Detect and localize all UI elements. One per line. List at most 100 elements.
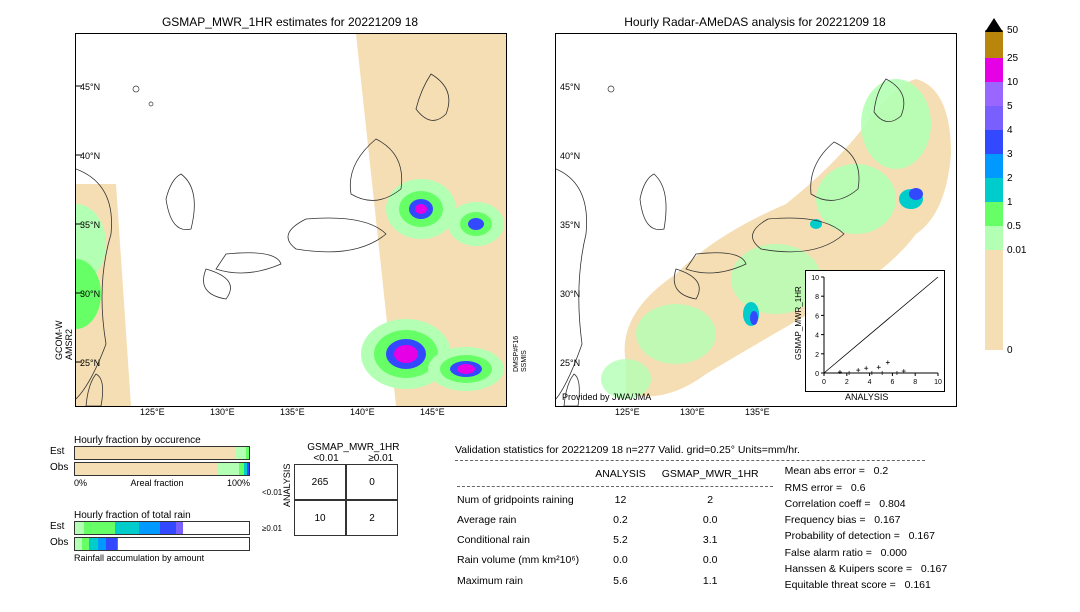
colorbar-seg — [985, 82, 1003, 106]
svg-text:40°N: 40°N — [560, 151, 580, 161]
svg-text:25°N: 25°N — [80, 358, 100, 368]
ct-cell-01: 0 — [346, 464, 398, 500]
colorbar-seg — [985, 226, 1003, 250]
bar-row: Obs — [50, 537, 250, 551]
svg-text:40°N: 40°N — [80, 151, 100, 161]
total-title: Hourly fraction of total rain — [74, 510, 250, 521]
ct-cell-00: 265 — [294, 464, 346, 500]
val-metric: RMS error = 0.6 — [785, 480, 948, 496]
right-map-title: Hourly Radar-AMeDAS analysis for 2022120… — [555, 15, 955, 29]
bar-segment — [75, 447, 235, 459]
val-row: Maximum rain5.61.1 — [457, 572, 773, 590]
occ-title: Hourly fraction by occurence — [74, 435, 250, 446]
bar-segment — [235, 447, 245, 459]
svg-text:4: 4 — [868, 379, 872, 386]
left-map-svg: 45°N 40°N 35°N 30°N 25°N — [76, 34, 506, 406]
bar-segment — [106, 538, 116, 550]
val-row: Conditional rain5.23.1 — [457, 531, 773, 549]
colorbar-label: 2 — [1007, 173, 1013, 184]
bar-track — [74, 462, 250, 476]
bar-row-label: Est — [50, 446, 74, 460]
scatter-plot: 00224466881010 — [806, 271, 944, 391]
colorbar-seg — [985, 250, 1003, 350]
colorbar: 502510543210.50.010 — [985, 30, 1003, 410]
bar-segment — [218, 463, 239, 475]
colorbar-seg — [985, 58, 1003, 82]
colorbar-seg — [985, 130, 1003, 154]
val-metric: False alarm ratio = 0.000 — [785, 545, 948, 561]
bar-segment — [89, 538, 98, 550]
svg-text:6: 6 — [815, 313, 819, 320]
svg-text:8: 8 — [913, 379, 917, 386]
val-metric: Equitable threat score = 0.161 — [785, 577, 948, 593]
bar-segment — [247, 463, 249, 475]
svg-text:25°N: 25°N — [560, 358, 580, 368]
colorbar-label: 0 — [1007, 345, 1013, 356]
validation-stats: Validation statistics for 20221209 18 n=… — [455, 442, 1055, 593]
bar-segment — [75, 463, 218, 475]
hourly-total: Hourly fraction of total rain EstObs Rai… — [50, 510, 250, 563]
bar-row-label: Obs — [50, 462, 74, 476]
val-metric: Hanssen & Kuipers score = 0.167 — [785, 561, 948, 577]
occ-axis-right: 100% — [227, 478, 250, 488]
colorbar-seg — [985, 202, 1003, 226]
val-col1: ANALYSIS — [595, 465, 660, 483]
bar-segment — [246, 447, 249, 459]
svg-text:2: 2 — [845, 379, 849, 386]
bar-segment — [98, 538, 107, 550]
bar-row: Obs — [50, 462, 250, 476]
ct-rowlabel: ANALYSIS — [282, 493, 292, 507]
bar-segment — [139, 522, 160, 534]
bar-row-label: Est — [50, 521, 74, 535]
colorbar-label: 0.01 — [1007, 245, 1026, 256]
bar-segment — [160, 522, 176, 534]
colorbar-label: 10 — [1007, 77, 1018, 88]
svg-text:30°N: 30°N — [80, 289, 100, 299]
occ-axis-label: Areal fraction — [130, 478, 183, 488]
bar-segment — [75, 522, 84, 534]
colorbar-seg — [985, 154, 1003, 178]
svg-text:35°N: 35°N — [80, 220, 100, 230]
bar-row-label: Obs — [50, 537, 74, 551]
ct-col1: <0.01 — [300, 453, 352, 464]
val-row: Num of gridpoints raining122 — [457, 491, 773, 509]
val-row: Rain volume (mm km²10⁶)0.00.0 — [457, 551, 773, 569]
svg-text:6: 6 — [890, 379, 894, 386]
colorbar-seg — [985, 106, 1003, 130]
svg-text:10: 10 — [934, 379, 942, 386]
val-metric: Probability of detection = 0.167 — [785, 528, 948, 544]
val-table: ANALYSISGSMAP_MWR_1HR Num of gridpoints … — [455, 463, 775, 592]
svg-text:45°N: 45°N — [80, 82, 100, 92]
ct-col2: ≥0.01 — [355, 453, 407, 464]
svg-text:2: 2 — [815, 352, 819, 359]
hourly-occurrence: Hourly fraction by occurence Est Obs 0% A… — [50, 435, 250, 488]
occ-axis-left: 0% — [74, 478, 87, 488]
svg-text:0: 0 — [815, 371, 819, 378]
left-map-title: GSMAP_MWR_1HR estimates for 20221209 18 — [75, 15, 505, 29]
colorbar-label: 1 — [1007, 197, 1013, 208]
bar-segment — [117, 538, 119, 550]
bar-segment — [84, 522, 115, 534]
svg-text:0: 0 — [822, 379, 826, 386]
svg-text:30°N: 30°N — [560, 289, 580, 299]
bar-segment — [176, 522, 183, 534]
svg-text:4: 4 — [815, 333, 819, 340]
bar-track — [74, 537, 250, 551]
colorbar-label: 5 — [1007, 101, 1013, 112]
bar-track — [74, 446, 250, 460]
colorbar-arrow — [985, 18, 1003, 32]
bar-segment — [75, 538, 82, 550]
left-attr-top: GCOM-W — [54, 321, 64, 361]
right-side-attr2: SSMIS — [521, 350, 528, 372]
svg-text:35°N: 35°N — [560, 220, 580, 230]
val-row: Average rain0.20.0 — [457, 511, 773, 529]
left-map: 45°N 40°N 35°N 30°N 25°N — [75, 33, 507, 407]
val-header: Validation statistics for 20221209 18 n=… — [455, 442, 1055, 458]
scatter-ylabel: GSMAP_MWR_1HR — [794, 286, 803, 360]
bar-row: Est — [50, 521, 250, 535]
colorbar-label: 50 — [1007, 25, 1018, 36]
contingency-table: GSMAP_MWR_1HR <0.01 ≥0.01 ANALYSIS 265 0… — [280, 442, 407, 536]
colorbar-label: 3 — [1007, 149, 1013, 160]
ct-row1: <0.01 — [262, 488, 282, 497]
bar-segment — [115, 522, 139, 534]
